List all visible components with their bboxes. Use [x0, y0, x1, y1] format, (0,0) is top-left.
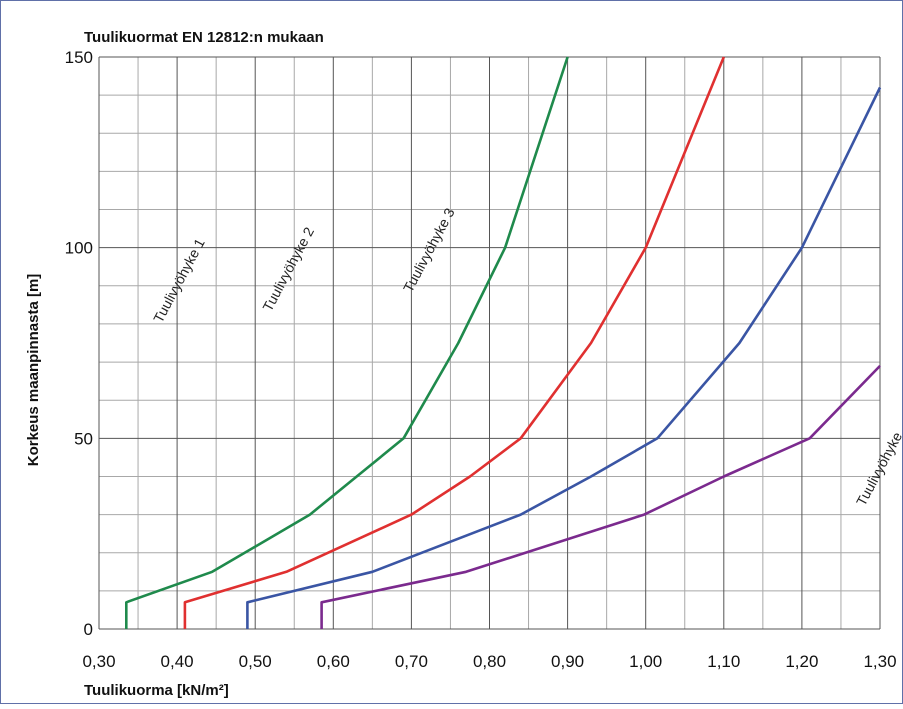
y-tick-labels: 0 50 100 150 [65, 48, 93, 639]
chart-title: Tuulikuormat EN 12812:n mukaan [84, 29, 324, 46]
series-line [320, 364, 881, 629]
y-tick-label: 0 [84, 620, 93, 639]
series-line [246, 86, 882, 629]
x-tick-label: 1,10 [707, 652, 740, 671]
series-layer [125, 56, 882, 629]
x-tick-label: 0,80 [473, 652, 506, 671]
x-tick-label: 0,70 [395, 652, 428, 671]
x-tick-label: 0,30 [82, 652, 115, 671]
y-axis-label: Korkeus maanpinnasta [m] [25, 274, 42, 467]
x-tick-label: 0,60 [317, 652, 350, 671]
x-tick-label: 1,30 [863, 652, 896, 671]
x-tick-label: 1,00 [629, 652, 662, 671]
y-tick-label: 150 [65, 48, 93, 67]
y-tick-label: 100 [65, 239, 93, 258]
x-tick-label: 1,20 [785, 652, 818, 671]
x-axis-label: Tuulikuorma [kN/m²] [84, 682, 229, 699]
y-tick-label: 50 [74, 429, 93, 448]
series-line [125, 56, 569, 629]
x-tick-label: 0,90 [551, 652, 584, 671]
x-tick-labels: 0,30 0,40 0,50 0,60 0,70 0,80 0,90 1,00 1,10 1,20… [82, 652, 896, 671]
x-tick-label: 0,50 [239, 652, 272, 671]
series-line [183, 56, 726, 629]
x-tick-label: 0,40 [161, 652, 194, 671]
grid [98, 56, 881, 630]
